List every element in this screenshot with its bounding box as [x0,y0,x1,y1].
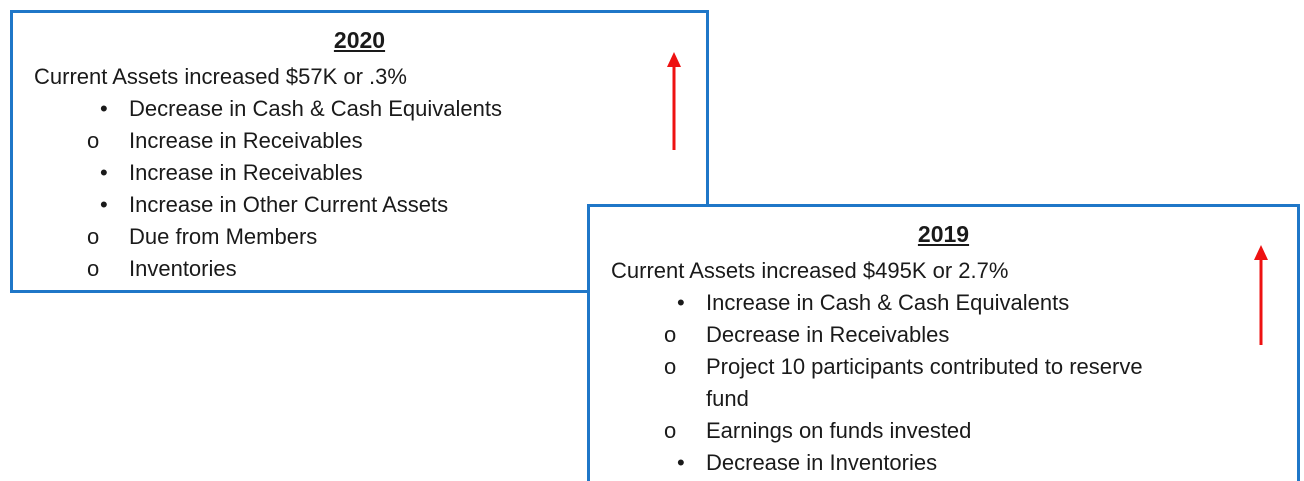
bullet-list: Increase in Cash & Cash Equivalents Decre… [611,287,1176,479]
box-title: 2019 [917,221,970,247]
bullet-item: Decrease in Cash & Cash Equivalents [34,93,599,125]
up-arrow [667,52,681,150]
arrow-head [667,52,681,67]
sub-item: Increase in Receivables [0,125,599,157]
bullet-item: Increase in Other Current Assets [34,189,599,221]
sub-item: Inventories [0,253,599,285]
bullet-item: Increase in Cash & Cash Equivalents [611,287,1176,319]
sub-item: Decrease in Receivables [516,319,1176,351]
up-arrow [1254,245,1268,345]
text-box: 2020 Current Assets increased $57K or .3%… [10,10,709,293]
summary: Current Assets increased $495K or 2.7% [611,258,1009,283]
arrow-head [1254,245,1268,260]
sub-item: Due from Members [0,221,599,253]
box-title: 2020 [333,27,386,53]
bullet-item: Decrease in Inventories [611,447,1176,479]
text-box: 2019 Current Assets increased $495K or 2.… [587,204,1300,481]
sub-item: Earnings on funds invested [516,415,1176,447]
bullet-list: Decrease in Cash & Cash Equivalents Incre… [34,93,599,285]
bullet-item: Increase in Receivables [34,157,599,189]
box-content: Current Assets increased $495K or 2.7% In… [611,255,1176,479]
box-content: Current Assets increased $57K or .3% Decr… [34,61,599,285]
sub-item: Project 10 participants contributed to r… [516,351,1176,415]
summary: Current Assets increased $57K or .3% [34,64,407,89]
